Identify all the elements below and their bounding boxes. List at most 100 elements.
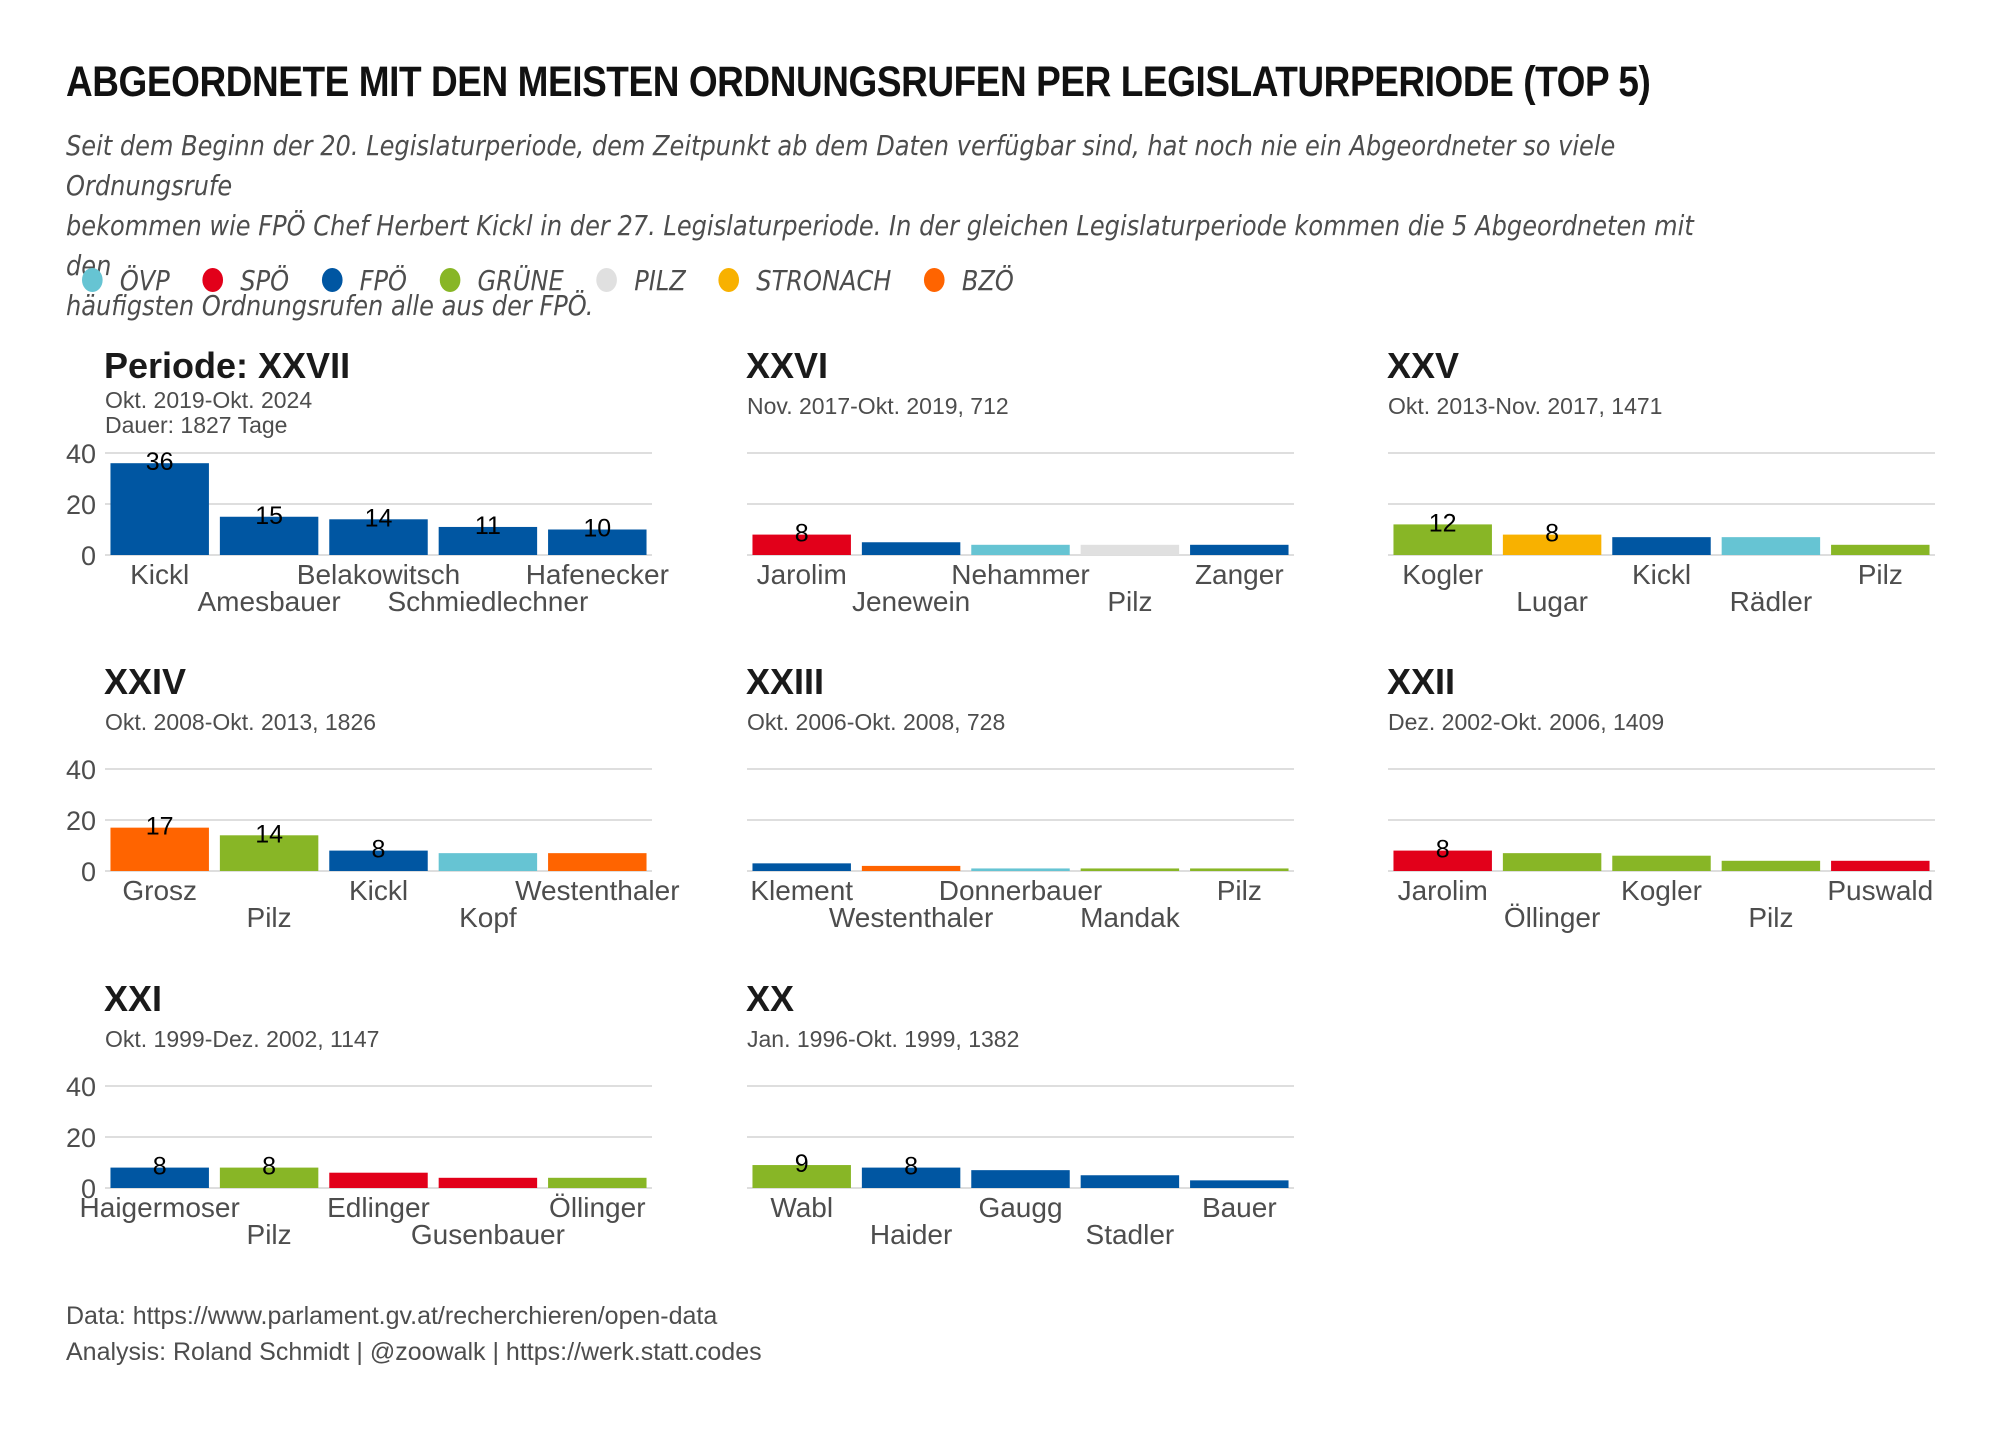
bar-pilz (1831, 544, 1930, 555)
bar-mandak (1080, 868, 1180, 871)
bar-klement (752, 863, 851, 871)
panel-title: XXVI (746, 345, 828, 386)
caption: Data: https://www.parlament.gv.at/recher… (66, 1298, 762, 1370)
x-tick-label: Pilz (1748, 902, 1793, 933)
bar-rädler (1721, 537, 1821, 555)
legend-label: STRONACH (756, 263, 892, 297)
x-tick-label: Donnerbauer (939, 875, 1102, 906)
y-tick-label: 0 (81, 541, 96, 571)
value-label: 12 (1429, 509, 1457, 537)
bar-pilz (1080, 544, 1180, 555)
bar-pilz (219, 1167, 319, 1188)
legend-label: ÖVP (119, 263, 170, 297)
panel-title: Periode: XXVII (104, 345, 350, 386)
x-tick-label: Mandak (1080, 902, 1181, 933)
legend-dot-icon (924, 268, 945, 292)
legend-label: SPÖ (240, 263, 290, 297)
x-tick-label: Puswald (1827, 875, 1933, 906)
bar-hafenecker (548, 529, 647, 555)
value-label: 8 (1436, 836, 1450, 864)
panel-subtitle: Nov. 2017-Okt. 2019, 712 (747, 393, 1009, 419)
bar-schmiedlechner (438, 526, 538, 555)
legend-item-gruene: GRÜNE (439, 263, 564, 297)
legend-item-stronach: STRONACH (718, 264, 891, 297)
value-label: 8 (153, 1153, 167, 1181)
panel-subtitle: Dauer: 1827 Tage (105, 412, 287, 438)
panel-subtitle: Jan. 1996-Okt. 1999, 1382 (747, 1026, 1019, 1052)
bar-bauer (1190, 1180, 1289, 1188)
x-tick-label: Haider (870, 1219, 952, 1250)
x-tick-label: Lugar (1516, 586, 1588, 617)
chart-title: ABGEORDNETE MIT DEN MEISTEN ORDNUNGSRUFE… (66, 58, 1651, 106)
x-tick-label: Jarolim (1398, 875, 1488, 906)
bar-kogler (1393, 524, 1492, 555)
value-label: 8 (262, 1153, 276, 1181)
bar-kickl (110, 463, 209, 555)
x-tick-label: Pilz (1217, 875, 1262, 906)
legend-item-fpoe: FPÖ (321, 263, 407, 297)
x-tick-label: Jarolim (757, 559, 847, 590)
bar-puswald (1831, 860, 1930, 871)
legend-dot-icon (596, 268, 618, 292)
x-tick-label: Kogler (1402, 559, 1483, 590)
subtitle-line: häufigsten Ordnungsrufen alle aus der FP… (66, 289, 594, 322)
legend-label: FPÖ (359, 263, 407, 297)
subtitle-line: Seit dem Beginn der 20. Legislaturperiod… (66, 129, 1616, 202)
y-tick-label: 0 (81, 1174, 96, 1204)
x-tick-label: Öllinger (549, 1192, 645, 1223)
value-label: 36 (146, 448, 174, 476)
x-tick-label: Hafenecker (526, 559, 669, 590)
x-tick-label: Amesbauer (198, 586, 341, 617)
x-tick-label: Rädler (1730, 586, 1812, 617)
x-tick-label: Grosz (122, 875, 197, 906)
x-tick-label: Kogler (1621, 875, 1702, 906)
panel-title: XXIII (746, 661, 824, 702)
x-tick-label: Kopf (459, 902, 517, 933)
y-tick-label: 20 (66, 490, 96, 520)
bar-amesbauer (219, 516, 319, 555)
legend-dot-icon (82, 268, 103, 292)
panel-title: XXII (1387, 661, 1455, 702)
value-label: 8 (372, 836, 386, 864)
x-tick-label: Haigermoser (80, 1192, 240, 1223)
y-tick-label: 20 (66, 1123, 96, 1153)
bar-grosz (110, 827, 209, 871)
y-tick-label: 40 (66, 755, 96, 785)
bar-kopf (438, 853, 538, 871)
bar-zanger (1190, 544, 1289, 555)
legend-dot-icon (718, 268, 740, 292)
x-tick-label: Pilz (247, 1219, 292, 1250)
y-tick-label: 40 (66, 439, 96, 469)
panel-subtitle: Okt. 1999-Dez. 2002, 1147 (105, 1026, 379, 1052)
panel-subtitle: Okt. 2008-Okt. 2013, 1826 (105, 709, 376, 735)
x-tick-label: Nehammer (951, 559, 1089, 590)
x-tick-label: Westenthaler (829, 902, 993, 933)
bar-öllinger (1502, 853, 1602, 871)
x-tick-label: Öllinger (1504, 902, 1600, 933)
value-label: 10 (583, 515, 611, 543)
value-label: 14 (365, 504, 393, 532)
panel-subtitle: Okt. 2019-Okt. 2024 (105, 387, 312, 413)
legend-dot-icon (202, 268, 224, 292)
x-tick-label: Pilz (1107, 586, 1152, 617)
y-tick-label: 0 (81, 857, 96, 887)
x-tick-label: Zanger (1195, 559, 1284, 590)
x-tick-label: Kickl (349, 875, 408, 906)
x-tick-label: Belakowitsch (297, 559, 460, 590)
x-tick-label: Kickl (1632, 559, 1691, 590)
panel-subtitle: Okt. 2006-Okt. 2008, 728 (747, 709, 1005, 735)
bar-belakowitsch (329, 519, 428, 555)
bar-pilz (1721, 860, 1821, 871)
bar-gaugg (971, 1170, 1070, 1188)
bar-jarolim (752, 534, 851, 555)
legend-dot-icon (321, 268, 343, 292)
value-label: 15 (255, 502, 283, 530)
bar-öllinger (548, 1177, 647, 1188)
legend-label: GRÜNE (477, 263, 564, 297)
value-label: 14 (255, 820, 283, 848)
x-tick-label: Kickl (130, 559, 189, 590)
x-tick-label: Jenewein (852, 586, 970, 617)
bar-nehammer (971, 544, 1070, 555)
bar-pilz (219, 835, 319, 871)
